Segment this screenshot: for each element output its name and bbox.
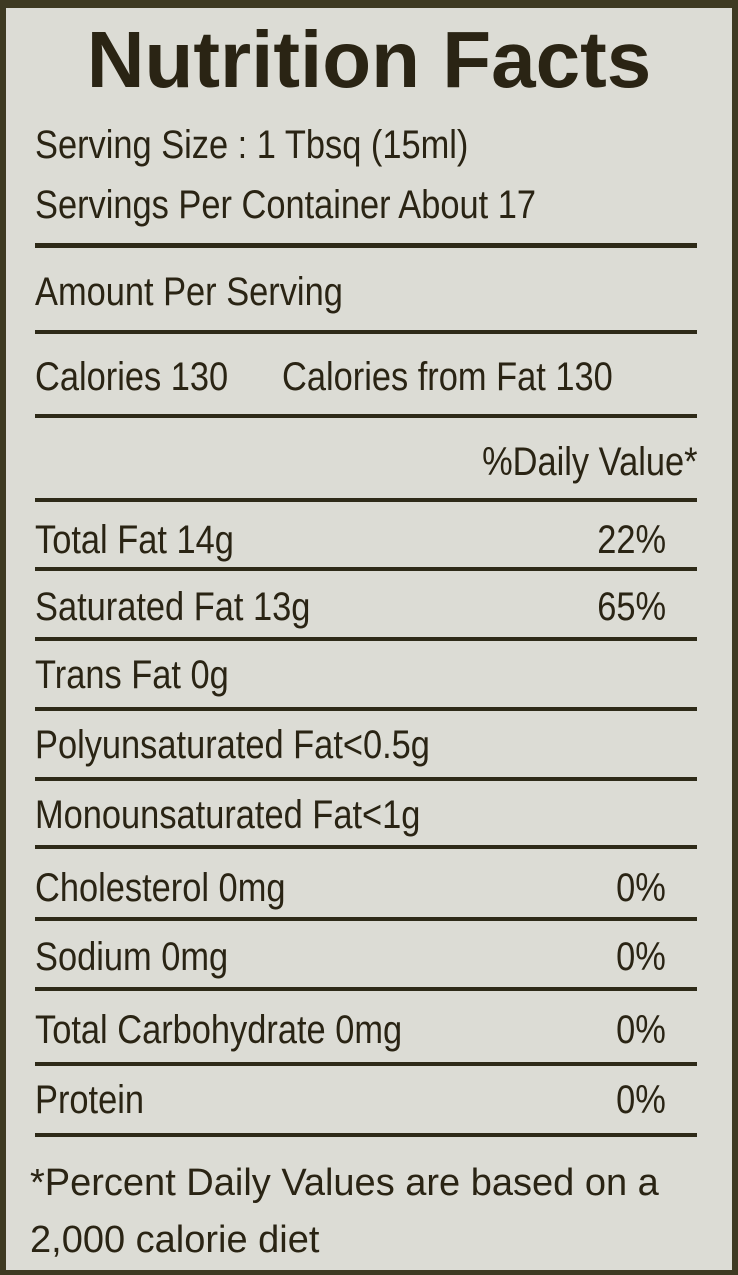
amount-per-serving: Amount Per Serving [35,270,343,314]
nutrient-label: Saturated Fat 13g [35,585,311,629]
divider [35,1062,697,1066]
nutrient-label: Protein [35,1078,145,1122]
divider [35,917,697,921]
nutrient-daily-value: 0% [616,1078,666,1122]
divider [35,243,697,248]
servings-per-container: Servings Per Container About 17 [35,183,537,227]
nutrient-label: Polyunsaturated Fat<0.5g [35,723,430,767]
nutrient-daily-value: 0% [616,935,666,979]
divider [35,637,697,641]
divider [35,777,697,781]
nutrient-label: Sodium 0mg [35,935,229,979]
nutrient-label: Trans Fat 0g [35,653,229,697]
footnote-line-1: *Percent Daily Values are based on a [30,1162,659,1204]
nutrient-label: Monounsaturated Fat<1g [35,793,421,837]
divider [35,567,697,571]
nutrient-daily-value: 22% [597,518,666,562]
divider [35,987,697,991]
nutrient-label: Total Fat 14g [35,518,234,562]
label-title: Nutrition Facts [86,15,652,104]
divider [35,1133,697,1137]
footnote-line-2: 2,000 calorie diet [30,1219,320,1261]
divider [35,330,697,334]
nutrient-label: Cholesterol 0mg [35,866,286,910]
serving-size: Serving Size : 1 Tbsq (15ml) [35,123,469,167]
divider [35,498,697,502]
divider [35,707,697,711]
calories-from-fat: Calories from Fat 130 [282,355,613,399]
nutrient-daily-value: 0% [616,1008,666,1052]
divider [35,414,697,418]
divider [35,845,697,849]
nutrient-label: Total Carbohydrate 0mg [35,1008,403,1052]
nutrient-daily-value: 65% [597,585,666,629]
calories: Calories 130 [35,355,229,399]
nutrient-daily-value: 0% [616,866,666,910]
daily-value-header: %Daily Value* [481,440,697,484]
